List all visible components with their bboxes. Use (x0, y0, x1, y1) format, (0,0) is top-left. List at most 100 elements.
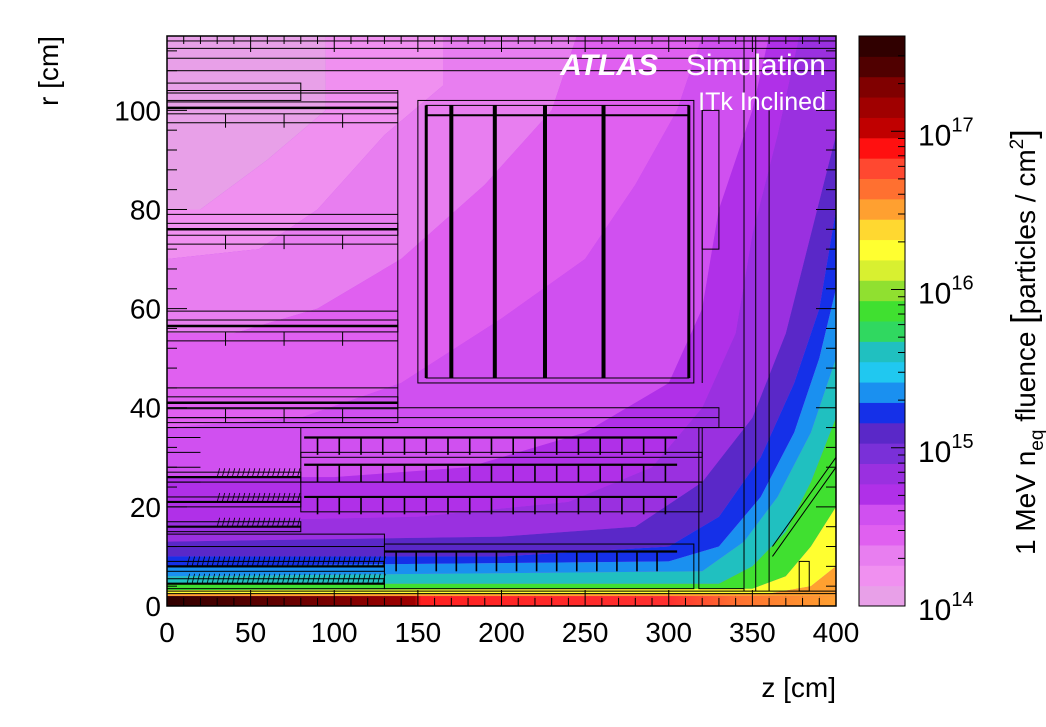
pixel-inclined-sensor (246, 556, 251, 567)
pixel-inclined-sensor (276, 468, 281, 478)
pixel-inclined-sensor (266, 573, 271, 584)
axes: 0 50 100 150 200 250 300 350 400 0 20 40 60 80 100 (114, 36, 859, 648)
colorbar-label-unit-sup: 2 (1007, 139, 1028, 150)
pixel-inclined-sensor (246, 468, 251, 478)
pixel-inclined-sensor (196, 573, 201, 584)
strip-endcap-service (701, 109, 720, 250)
colorbar-swatch-11 (859, 361, 905, 383)
pixel-inclined-sensor (287, 517, 291, 527)
pixel-inclined-sensor (216, 492, 221, 503)
pixel-inclined-sensor (292, 573, 296, 584)
pixel-inclined-sensor (191, 556, 195, 567)
pixel-inclined-sensor (282, 573, 286, 584)
pixel-inclined-sensor (276, 573, 281, 584)
colorbar-swatch-1 (859, 565, 905, 587)
pixel-inclined-sensor (382, 573, 386, 584)
x-tick-label: 400 (813, 617, 860, 648)
pixel-inclined-sensor (236, 556, 241, 567)
pixel-inclined-sensor (362, 556, 366, 567)
fluence-contour-3 (167, 36, 703, 428)
colorbar-tick-exponent: 16 (951, 273, 973, 295)
strip-barrel-envelope (167, 90, 399, 424)
pixel-inclined-sensor (292, 468, 296, 478)
pixel-inclined-sensor (221, 556, 226, 567)
pixel-inclined-sensor (251, 556, 256, 567)
pixel-inclined-sensor (236, 468, 241, 478)
colorbar-swatch-0 (859, 585, 905, 607)
pixel-inclined-sensor (307, 573, 311, 584)
colorbar-swatch-7 (859, 443, 905, 464)
colorbar-tick-label-2: 1016 (918, 273, 974, 311)
pixel-inclined-sensor (231, 468, 236, 478)
pixel-inclined-sensor (297, 517, 301, 527)
pixel-inclined-sensor (342, 556, 346, 567)
pixel-inclined-sensor (287, 573, 291, 584)
colorbar-swatch-6 (859, 463, 905, 485)
pixel-inclined-sensor (241, 468, 246, 478)
colorbar-label-unit: particles / cm (1010, 149, 1041, 314)
pixel-inclined-sensor (312, 556, 316, 567)
colorbar-swatch-2 (859, 544, 905, 566)
pixel-inclined-sensor (271, 492, 276, 503)
pixel-inclined-sensor (282, 468, 286, 478)
pixel-inclined-sensor (271, 556, 276, 567)
x-tick-label: 200 (478, 617, 525, 648)
pixel-inclined-sensor (266, 492, 271, 503)
pixel-inclined-sensor (266, 517, 271, 527)
pixel-inclined-sensor (221, 492, 226, 503)
pixel-inclined-sensor (352, 556, 356, 567)
pixel-inclined-sensor (372, 556, 376, 567)
colorbar-label-bracket-close: ] (1005, 129, 1043, 138)
colorbar-swatch-22 (859, 137, 905, 159)
pixel-inclined-sensor (221, 517, 226, 527)
colorbar-tick-base: 10 (918, 278, 951, 311)
pixel-inclined-sensor (256, 468, 261, 478)
pixel-inclined-sensor (367, 556, 371, 567)
fluence-contour-5 (167, 36, 800, 522)
pixel-inclined-sensor (236, 517, 241, 527)
colorbar-swatch-24 (859, 97, 905, 118)
pixel-inclined-sensor (332, 573, 336, 584)
pixel-inclined-sensor (352, 573, 356, 584)
colorbar-label-main: 1 MeV n (1010, 451, 1041, 555)
pixel-inclined-sensor (282, 556, 286, 567)
pixel-inclined-sensor (322, 556, 326, 567)
pixel-inclined-sensor (292, 492, 296, 503)
colorbar-tick-base: 10 (918, 594, 951, 627)
pixel-inclined-sensor (347, 573, 351, 584)
colorbar-swatch-10 (859, 382, 905, 403)
pixel-inclined-sensor (251, 517, 256, 527)
inner-pixel-envelope (167, 533, 385, 548)
fluence-contour-2 (167, 36, 577, 334)
pixel-inclined-sensor (226, 468, 231, 478)
pixel-inclined-sensor (226, 517, 231, 527)
pixel-inclined-sensor (337, 573, 341, 584)
colorbar-tick-base: 10 (918, 119, 951, 152)
pixel-inclined-sensor (261, 573, 266, 584)
forward-structure (798, 560, 810, 592)
pixel-inclined-sensor (297, 492, 301, 503)
pixel-inclined-sensor (226, 573, 231, 584)
pixel-inclined-sensor (282, 517, 286, 527)
pixel-inclined-sensor (256, 556, 261, 567)
colorbar-swatch-27 (859, 36, 905, 57)
pixel-inclined-sensor (271, 517, 276, 527)
pixel-outer-layer-4 (300, 427, 703, 458)
pixel-inclined-sensor (211, 573, 216, 584)
x-tick-label: 50 (235, 617, 266, 648)
endplate-diagonal (772, 466, 836, 557)
pixel-inclined-sensor (251, 468, 256, 478)
colorbar-label-tail: fluence (1010, 324, 1041, 430)
colorbar-label-sub: eq (1027, 430, 1046, 451)
pixel-inclined-sensor (186, 573, 190, 584)
pixel-inclined-sensor (302, 556, 306, 567)
pixel-inclined-sensor (261, 556, 266, 567)
pixel-inclined-sensor (287, 468, 291, 478)
pixel-inclined-sensor (271, 468, 276, 478)
pixel-inclined-sensor (256, 517, 261, 527)
y-tick-label: 20 (130, 492, 161, 523)
fluence-contour-4 (167, 36, 770, 478)
pixel-inclined-sensor (221, 468, 226, 478)
pixel-inclined-sensor (241, 492, 246, 503)
